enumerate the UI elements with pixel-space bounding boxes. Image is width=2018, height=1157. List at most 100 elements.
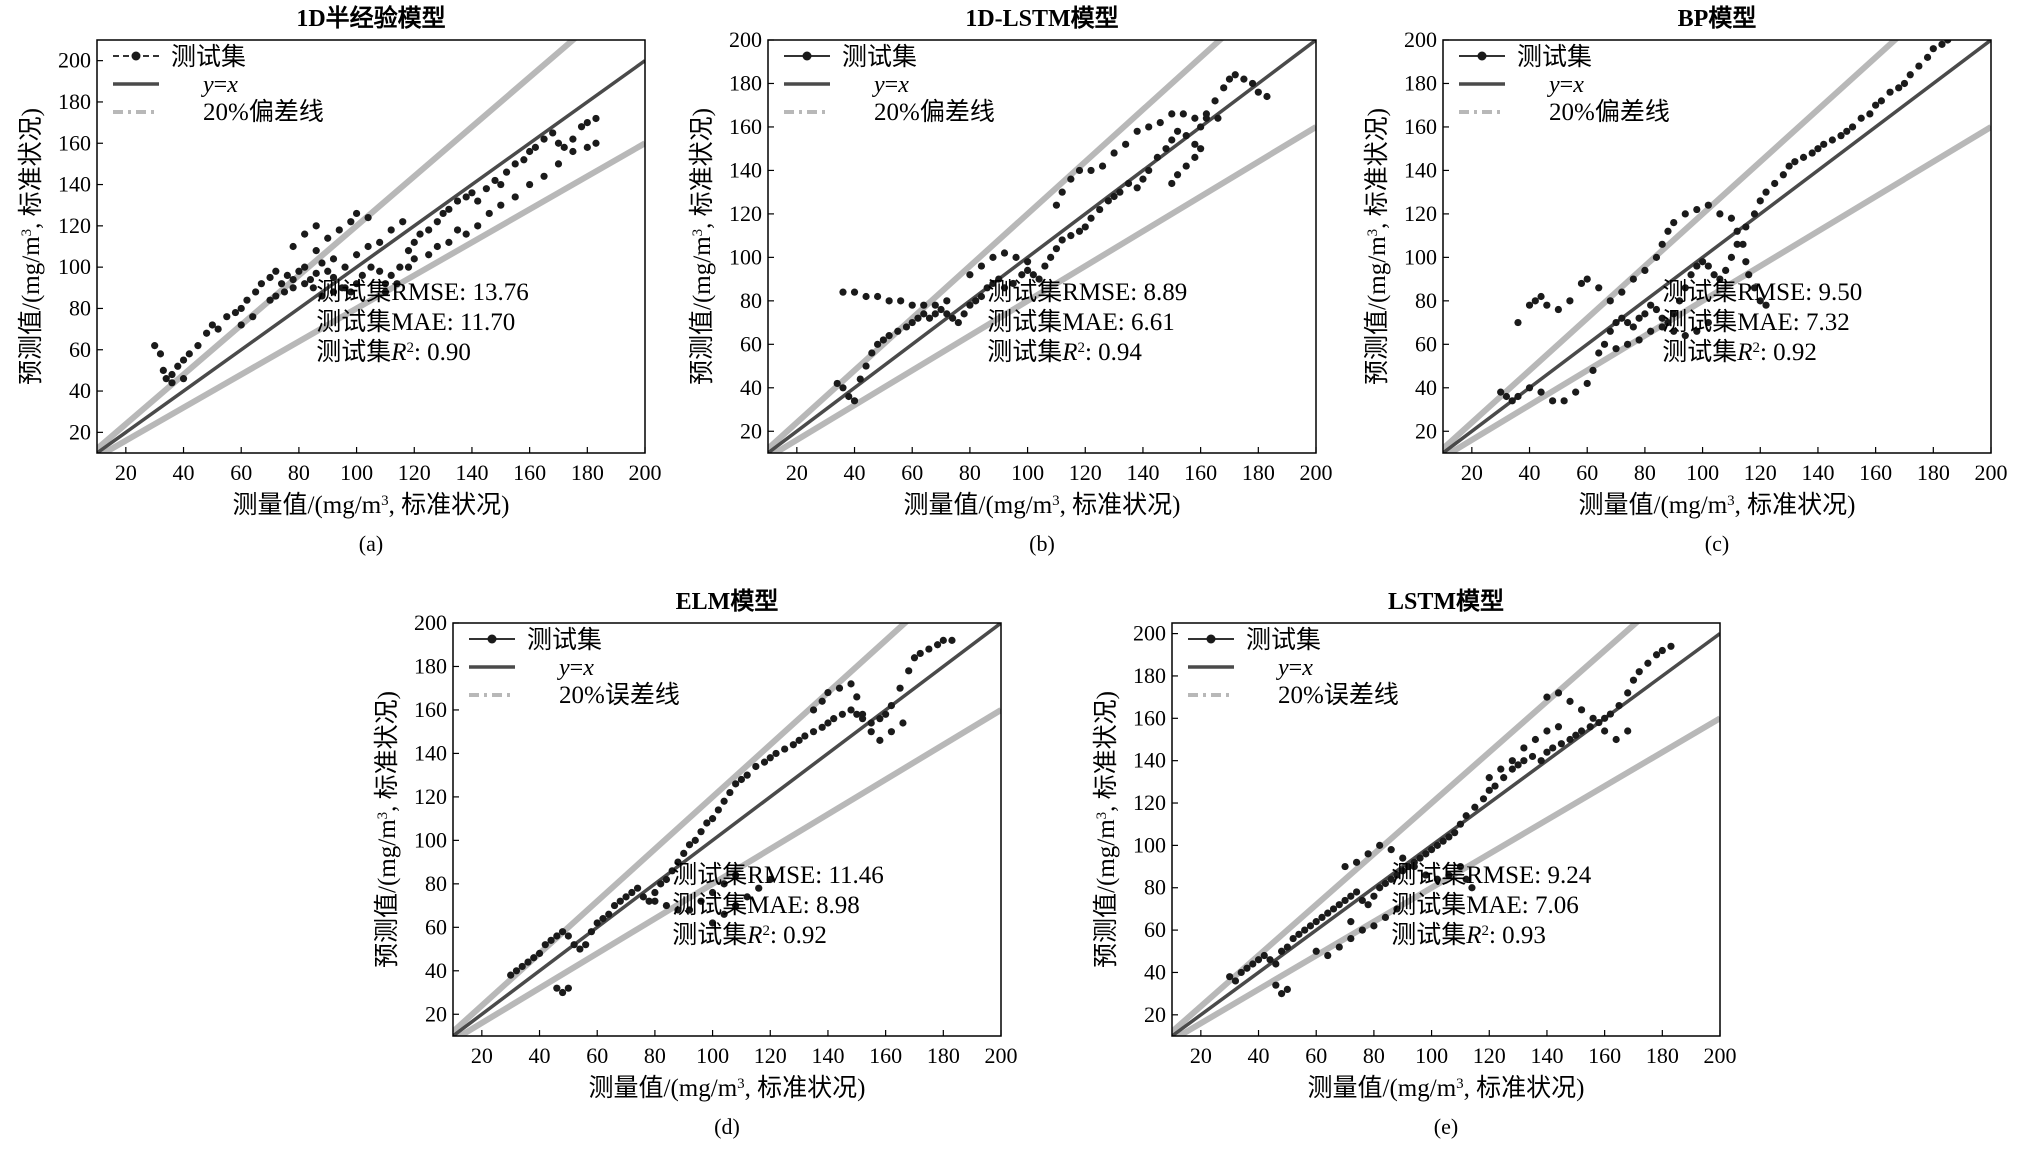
y-axis-label: 预测值/(mg/m3, 标准状况) [1092, 691, 1120, 968]
data-point [1938, 40, 1946, 48]
chart-title: 1D-LSTM模型 [965, 5, 1118, 32]
data-point [1915, 62, 1923, 70]
data-point [1877, 97, 1885, 105]
data-point [714, 806, 722, 814]
lower-deviation-line [1173, 715, 1720, 1036]
data-point [1635, 314, 1643, 322]
data-point [766, 754, 774, 762]
data-point [1606, 710, 1614, 718]
data-point [801, 732, 809, 740]
plot-area [768, 40, 1316, 453]
data-point [920, 301, 928, 309]
data-point [1153, 153, 1161, 161]
data-point [387, 226, 395, 234]
data-point [1133, 184, 1141, 192]
data-point [347, 218, 355, 226]
data-point [1272, 960, 1280, 968]
data-point [633, 884, 642, 892]
data-point [1000, 284, 1009, 292]
data-point [1462, 812, 1470, 820]
y-tick-label: 120 [1133, 790, 1166, 815]
data-point [1376, 884, 1384, 892]
identity-line [768, 40, 1316, 453]
x-tick-label: 60 [901, 460, 923, 485]
data-point [1197, 123, 1205, 131]
data-point [1779, 171, 1787, 179]
data-point [1704, 318, 1712, 327]
data-point [605, 910, 613, 918]
data-point [1289, 934, 1297, 943]
data-point [1456, 862, 1465, 871]
x-tick-label: 40 [1519, 460, 1541, 485]
data-point [1528, 752, 1537, 761]
data-point [1087, 166, 1095, 175]
data-point [1664, 318, 1672, 327]
data-point [425, 226, 433, 234]
y-tick-label: 200 [1133, 621, 1166, 646]
data-point [1122, 140, 1130, 148]
x-tick-label: 20 [786, 460, 808, 485]
data-point [445, 238, 453, 246]
data-point [1531, 735, 1540, 744]
data-point [896, 684, 904, 692]
data-point [1075, 166, 1084, 175]
x-tick-label: 180 [1917, 460, 1950, 485]
data-point [168, 379, 176, 387]
data-point [329, 288, 338, 296]
data-point [541, 941, 549, 949]
data-point [1577, 279, 1586, 288]
data-point [1549, 744, 1557, 752]
data-point [908, 301, 916, 309]
data-point [1211, 97, 1219, 105]
data-point [1231, 977, 1240, 985]
data-point [237, 304, 245, 313]
lower-deviation-line [769, 124, 1316, 453]
data-point [760, 758, 769, 766]
y-tick-label: 40 [69, 378, 91, 403]
data-point [1750, 284, 1759, 292]
data-point [364, 213, 372, 222]
legend-label-identity: y=x [872, 72, 909, 98]
data-point [1557, 740, 1565, 748]
stat-line: 测试集MAE: 11.70 [316, 308, 515, 336]
data-point [511, 160, 519, 168]
data-point [592, 139, 600, 147]
data-point [1225, 75, 1234, 83]
data-point [809, 728, 818, 736]
data-point [1335, 943, 1343, 951]
x-tick-label: 40 [844, 460, 866, 485]
data-point [1116, 188, 1124, 196]
x-tick-label: 180 [1242, 460, 1275, 485]
data-point [1667, 642, 1675, 650]
data-point [1439, 837, 1447, 845]
data-point [1658, 323, 1666, 331]
data-point [1445, 833, 1453, 841]
data-point [507, 971, 515, 979]
data-point [593, 919, 601, 927]
data-point [1341, 896, 1349, 905]
data-point [1329, 905, 1338, 913]
y-tick-label: 140 [1133, 748, 1166, 773]
data-point [691, 836, 699, 844]
data-point [1173, 127, 1182, 135]
data-point [425, 251, 433, 259]
data-point [908, 318, 916, 327]
data-point [752, 762, 760, 771]
data-point [1485, 774, 1493, 782]
data-point [905, 667, 913, 675]
data-point [867, 719, 875, 727]
data-point [1658, 314, 1666, 322]
data-point [194, 342, 202, 350]
data-point [1866, 110, 1874, 118]
data-point [1739, 240, 1747, 248]
plot-area [97, 40, 645, 453]
data-point [651, 888, 659, 897]
x-axis-label: 测量值/(mg/m3, 标准状况) [233, 491, 510, 519]
data-point [1681, 284, 1689, 292]
x-tick-label: 60 [230, 460, 252, 485]
data-point [960, 310, 968, 318]
data-point [453, 226, 462, 234]
data-point [185, 350, 193, 358]
